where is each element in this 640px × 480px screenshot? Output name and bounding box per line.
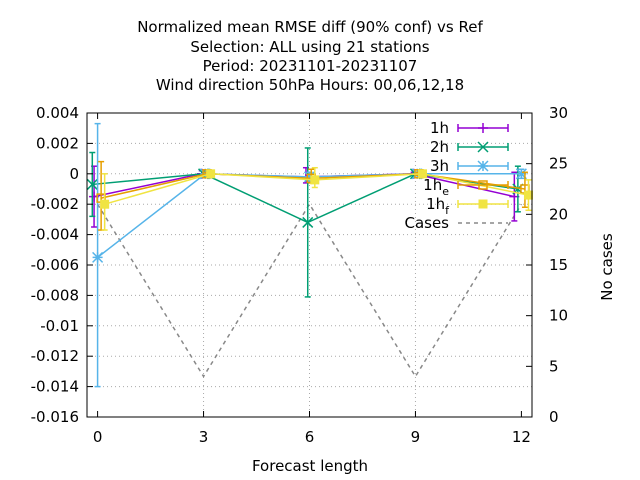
y2-tick-label: 20 [549,205,568,223]
series-1hf [100,166,533,231]
y-tick-label: 0.004 [36,104,79,122]
y2-tick-label: 5 [549,357,559,375]
title-line-3: Period: 20231101-20231107 [203,57,418,75]
cases-line [96,202,523,378]
y-axis-ticks: 0.004 0.002 0 -0.002 -0.004 -0.006 -0.008 -0.01… [31,104,93,426]
x-tick-label: 0 [93,428,103,446]
title-line-2: Selection: ALL using 21 stations [190,38,429,56]
legend-label: 3h [430,157,449,175]
legend-item: 1he [423,176,509,198]
x-tick-label: 12 [512,428,531,446]
y-tick-label: -0.012 [31,347,79,365]
cases-layer [96,202,523,378]
x-axis-ticks: 0 3 6 9 12 [93,113,531,446]
y2-axis-ticks: 0 5 10 15 20 25 30 [526,104,568,426]
x-axis-label: Forecast length [252,457,368,475]
y-tick-label: -0.004 [31,226,79,244]
data-point [515,168,527,180]
title-line-1: Normalized mean RMSE diff (90% conf) vs … [137,18,483,36]
legend-item: 1hf [426,195,509,217]
x-tick-label: 9 [411,428,421,446]
legend-marker [478,123,488,133]
series-2h [86,147,524,298]
data-point [303,171,316,183]
y-tick-label: -0.006 [31,256,79,274]
legend-marker [478,180,488,190]
y-tick-label: -0.016 [31,408,79,426]
data-point [523,190,533,200]
legend-marker [477,160,489,172]
x-tick-label: 6 [305,428,315,446]
legend-label: Cases [404,214,449,232]
data-point [310,175,320,185]
data-point [418,169,428,179]
data-point [302,216,314,228]
legend-label: 2h [430,138,449,156]
y2-tick-label: 30 [549,104,568,122]
legend-marker [477,141,489,153]
y-tick-label: -0.01 [40,317,79,335]
x-tick-label: 3 [199,428,209,446]
legend-item: 2h [430,138,509,156]
legend-item: 3h [430,157,509,175]
y-tick-label: -0.008 [31,286,79,304]
title-line-4: Wind direction 50hPa Hours: 00,06,12,18 [156,76,464,94]
data-point [86,178,98,190]
y-tick-label: 0 [69,165,79,183]
grid [87,113,532,417]
y-tick-label: -0.002 [31,195,79,213]
legend-label: 1h [430,119,449,137]
chart-title: Normalized mean RMSE diff (90% conf) vs … [137,18,483,94]
y2-tick-label: 25 [549,155,568,173]
series-layer [86,122,533,388]
y-tick-label: -0.014 [31,378,79,396]
legend-label: 1hf [426,195,450,217]
data-point [92,251,104,263]
data-point [206,169,216,179]
data-point [100,199,110,209]
y-tick-label: 0.002 [36,134,79,152]
y2-tick-label: 0 [549,408,559,426]
legend-item: 1h [430,119,509,137]
legend-marker [478,199,488,209]
series-3h [92,122,527,388]
y2-tick-label: 15 [549,256,568,274]
legend-item: Cases [404,214,508,232]
legend-label: 1he [423,176,449,198]
y2-tick-label: 10 [549,307,568,325]
y2-axis-label: No cases [598,233,616,301]
